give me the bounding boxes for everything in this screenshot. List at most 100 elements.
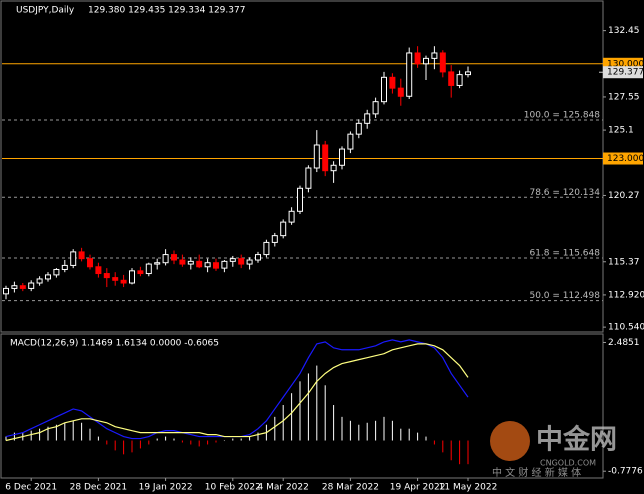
histogram-bar (425, 436, 427, 441)
histogram-bar (349, 420, 351, 441)
y-tick-label: 127.55 (608, 92, 640, 102)
histogram-bar (459, 440, 461, 465)
histogram-bar (257, 432, 259, 441)
histogram-bar (47, 426, 49, 441)
candle-body (53, 268, 60, 276)
candle-body (322, 144, 329, 172)
candle-body (112, 277, 119, 281)
candle-body (465, 71, 471, 76)
y-tick-label: 132.45 (608, 26, 640, 36)
candle-body (297, 187, 303, 212)
histogram-bar (72, 420, 74, 441)
histogram-bar (291, 393, 293, 441)
histogram-bar (408, 428, 410, 441)
candle-body (61, 264, 68, 270)
candle-body (11, 285, 18, 289)
candle-body (221, 260, 228, 269)
histogram-bar (375, 420, 377, 441)
histogram-bar (249, 436, 251, 441)
histogram-bar (190, 440, 192, 445)
candle-body (364, 113, 371, 124)
candle-body (28, 282, 35, 289)
candle-body (95, 266, 102, 275)
x-tick-label: 11 May 2022 (439, 483, 498, 493)
x-tick-label: 19 Jan 2022 (139, 483, 193, 493)
candle-body (439, 52, 446, 73)
histogram-bar (148, 440, 150, 445)
histogram-bar (274, 416, 276, 441)
candle-body (414, 52, 421, 65)
level-box (603, 152, 643, 165)
candle-body (229, 258, 236, 262)
watermark-tagline: 中 文 财 经 新 媒 体 (492, 466, 581, 479)
candle-body (78, 251, 85, 260)
candle-body (456, 74, 463, 86)
histogram-bar (39, 428, 41, 441)
y-tick-label: 110.540 (608, 323, 644, 333)
candle-body (431, 52, 438, 59)
x-tick-label: 28 Mar 2022 (322, 483, 379, 493)
histogram-bar (55, 424, 57, 441)
chart-title: USDJPY,Daily (16, 6, 75, 16)
fibo-label: 100.0 = 125.848 (524, 110, 601, 120)
histogram-bar (81, 422, 83, 441)
x-tick-label: 28 Dec 2021 (70, 483, 128, 493)
histogram-bar (383, 416, 385, 441)
candle-body (339, 148, 345, 166)
histogram-bar (207, 440, 209, 445)
candle-body (288, 210, 295, 223)
macd-title: MACD(12,26,9) 1.1469 1.6134 0.0000 -0.60… (10, 339, 219, 349)
candle-body (313, 144, 320, 169)
histogram-bar (450, 440, 452, 461)
level-label: 130.000 (607, 59, 644, 69)
y-tick-label: 112.920 (608, 290, 644, 300)
level-label: 123.000 (607, 154, 644, 164)
y-tick-label: -0.7776 (608, 467, 643, 477)
watermark-icon (490, 421, 530, 461)
histogram-bar (307, 373, 309, 441)
watermark-site: CNGOLD.COM (540, 459, 596, 468)
candle-body (204, 262, 211, 268)
x-tick-label: 10 Feb 2022 (205, 483, 261, 493)
ohlc-label: 129.380 129.435 129.334 129.377 (88, 6, 245, 16)
x-tick-label: 4 Mar 2022 (258, 483, 309, 493)
candle-body (187, 260, 194, 265)
candle-body (154, 262, 161, 265)
histogram-bar (215, 440, 217, 443)
histogram-bar (106, 440, 108, 445)
histogram-bar (232, 438, 234, 441)
candle-body (137, 270, 144, 275)
histogram-bar (282, 405, 284, 441)
histogram-bar (240, 438, 242, 441)
candle-body (280, 221, 287, 237)
histogram-bar (324, 385, 326, 441)
candle-body (246, 259, 253, 265)
histogram-bar (316, 365, 318, 441)
macd-panel (0, 333, 604, 479)
histogram-bar (89, 428, 91, 441)
histogram-bar (64, 422, 66, 441)
candle-body (103, 273, 110, 279)
last-price-label: 129.377 (607, 68, 644, 78)
candle-body (372, 101, 379, 115)
histogram-bar (181, 440, 183, 443)
histogram-bar (467, 440, 469, 465)
candle-body (389, 76, 396, 89)
histogram-bar (400, 428, 402, 441)
histogram-bar (139, 440, 141, 449)
candle-body (19, 285, 26, 289)
candle-body (406, 52, 413, 97)
histogram-bar (442, 440, 444, 453)
x-tick-label: 19 Apr 2022 (390, 483, 446, 493)
histogram-bar (97, 436, 99, 441)
histogram-bar (131, 440, 133, 453)
candle-body (179, 259, 186, 265)
fibo-label: 78.6 = 120.134 (529, 188, 600, 198)
candle-body (238, 258, 245, 265)
histogram-bar (433, 440, 435, 445)
histogram-bar (5, 436, 7, 441)
histogram-bar (123, 440, 125, 455)
candle-body (45, 274, 51, 280)
histogram-bar (417, 432, 419, 441)
